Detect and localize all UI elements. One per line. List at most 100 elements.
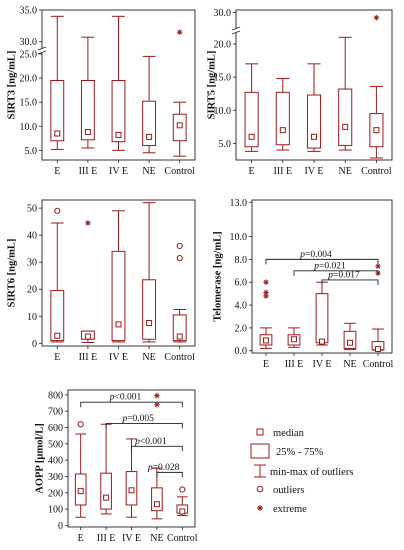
- outlier-point: [176, 255, 183, 262]
- y-tick-label: 300: [48, 472, 63, 483]
- median-marker: [84, 129, 91, 136]
- panel-aopp: 0 100 200 300 400 500 600 700 800 AOPP [µmol/L] E I…: [34, 389, 198, 544]
- legend-extreme-label: extreme: [273, 504, 307, 515]
- y-axis-label: SIRT3 [ng/mL]: [6, 51, 17, 120]
- p-value-text: =0.017: [333, 270, 360, 280]
- extreme-point: [263, 279, 269, 286]
- y-tick-label: 30.0: [20, 37, 38, 48]
- x-category-label: IV E: [109, 352, 128, 363]
- p-value-text: =0.021: [319, 261, 346, 271]
- y-tick-label: 50: [27, 204, 37, 215]
- p-value-text: =0.004: [305, 250, 332, 260]
- x-category-label: E: [54, 166, 60, 177]
- x-category-label: E: [78, 533, 84, 544]
- panel-telomerase: 0.0 2.0 4.0 6.0 8.0 10.0 13.0 Telomerase [ng/mL…: [212, 198, 393, 370]
- median-marker: [115, 131, 122, 138]
- median-marker: [373, 127, 380, 134]
- y-tick-label: 0: [32, 339, 37, 350]
- p-value-text: <0.001: [115, 393, 142, 403]
- y-tick-label: 200: [48, 488, 63, 499]
- outlier-point: [179, 486, 186, 493]
- median-marker: [146, 320, 153, 327]
- outlier-point: [54, 207, 61, 214]
- x-category-label: III E: [97, 533, 116, 544]
- significance-bracket: [131, 445, 183, 452]
- x-category-label: Control: [164, 166, 195, 177]
- y-tick-label: 10: [27, 312, 37, 323]
- extreme-point: [154, 392, 160, 399]
- y-tick-label: 4.0: [235, 301, 248, 312]
- y-tick-label: 15.0: [20, 98, 38, 109]
- y-axis-label: Telomerase [ng/mL]: [212, 231, 223, 321]
- p-symbol: p: [299, 250, 305, 260]
- y-tick-label: 5.0: [219, 139, 232, 150]
- box-iqr: [151, 487, 163, 512]
- significance-bracket: [265, 258, 379, 265]
- p-symbol: p: [134, 437, 140, 447]
- legend: median 25% - 75% min-max of outliers outlie…: [250, 428, 353, 515]
- p-symbol: p: [327, 270, 333, 280]
- axis-break-gap: [232, 29, 240, 33]
- p-value-text: =0.028: [153, 463, 180, 473]
- outlier-point: [77, 421, 84, 428]
- y-tick-label: 35.0: [20, 6, 38, 17]
- y-tick-label: 5.0: [25, 146, 38, 157]
- panel-sirt5: 5.0 10.0 15.0 20.0 30.0 SIRT5 [ng/mL] E III E IV…: [206, 8, 393, 177]
- legend-whisker-swatch: [254, 464, 266, 478]
- legend-box-swatch: [250, 443, 270, 459]
- x-category-label: NE: [343, 359, 356, 370]
- axis-break-gap: [38, 49, 46, 53]
- y-tick-label: 30: [27, 258, 37, 269]
- y-tick-label: 800: [48, 390, 63, 401]
- x-category-label: III E: [285, 359, 304, 370]
- extreme-point: [176, 29, 183, 35]
- median-marker: [176, 333, 183, 340]
- p-value-label: p=0.017: [327, 270, 360, 280]
- box-iqr: [315, 293, 329, 344]
- box-iqr: [275, 91, 290, 146]
- p-value-label: p=0.005: [121, 414, 154, 424]
- extreme-point: [373, 14, 380, 21]
- median-marker: [375, 346, 381, 353]
- median-marker: [263, 337, 269, 344]
- median-marker: [342, 123, 349, 130]
- x-category-label: IV E: [109, 166, 128, 177]
- median-marker: [77, 488, 84, 495]
- median-marker: [54, 130, 61, 137]
- y-tick-label: 20: [27, 285, 37, 296]
- y-tick-label: 30.0: [214, 8, 232, 19]
- box-iqr: [142, 279, 157, 340]
- extreme-point: [263, 293, 269, 299]
- extreme-point: [375, 263, 381, 270]
- y-tick-label: 13.0: [230, 198, 248, 209]
- p-symbol: p: [109, 393, 115, 403]
- p-value-label: p=0.021: [313, 261, 346, 271]
- p-value-text: <0.001: [140, 437, 167, 447]
- x-category-label: IV E: [122, 533, 141, 544]
- y-axis-label: AOPP [µmol/L]: [34, 423, 45, 494]
- significance-bracket: [156, 471, 183, 478]
- box-iqr: [50, 290, 65, 342]
- median-marker: [115, 321, 122, 328]
- x-category-label: NE: [339, 166, 352, 177]
- y-tick-label: 100: [48, 505, 63, 516]
- median-marker: [153, 501, 160, 508]
- significance-bracket: [80, 401, 183, 408]
- legend-extreme-swatch: [257, 505, 263, 511]
- box-iqr: [100, 472, 112, 510]
- axis-break-mark: [231, 26, 241, 35]
- outlier-point: [176, 242, 183, 250]
- box-iqr: [244, 91, 259, 148]
- y-tick-label: 6.0: [235, 278, 248, 289]
- y-tick-label: 15.0: [214, 73, 232, 84]
- y-axis-label: SIRT6 [ng/mL]: [6, 239, 17, 308]
- legend-median-swatch: [256, 428, 264, 436]
- median-marker: [103, 494, 110, 501]
- y-tick-label: 10.0: [230, 232, 248, 243]
- median-marker: [179, 508, 186, 515]
- y-tick-label: 8.0: [235, 255, 248, 266]
- box-iqr: [172, 314, 187, 342]
- x-category-label: Control: [164, 352, 195, 363]
- box-iqr: [111, 250, 126, 342]
